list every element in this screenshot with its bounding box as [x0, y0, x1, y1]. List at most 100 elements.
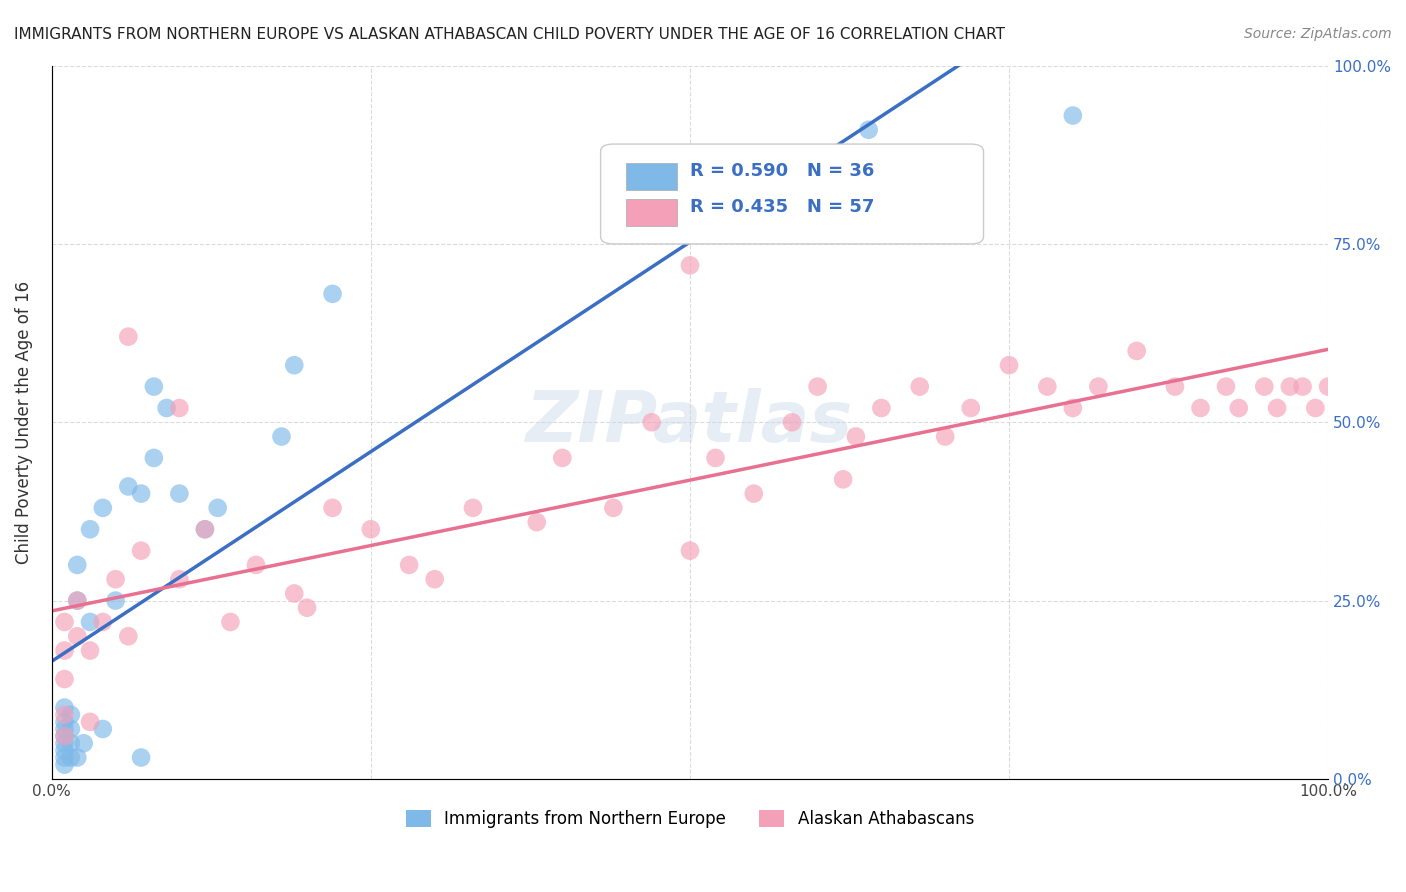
Point — [53, 722, 76, 736]
Point — [53, 729, 76, 743]
Point — [129, 543, 152, 558]
Point — [79, 615, 101, 629]
Point — [832, 186, 855, 201]
Point — [207, 500, 229, 515]
Point — [1305, 401, 1327, 415]
Text: R = 0.590   N = 36: R = 0.590 N = 36 — [690, 162, 875, 180]
Point — [1036, 379, 1059, 393]
Point — [858, 123, 880, 137]
Point — [360, 522, 382, 536]
Point — [59, 750, 82, 764]
Point — [1291, 379, 1313, 393]
Point — [66, 593, 89, 607]
Point — [129, 486, 152, 500]
Point — [270, 429, 292, 443]
Point — [104, 572, 127, 586]
Point — [104, 593, 127, 607]
Text: R = 0.435   N = 57: R = 0.435 N = 57 — [690, 198, 875, 216]
Point — [295, 600, 318, 615]
Legend: Immigrants from Northern Europe, Alaskan Athabascans: Immigrants from Northern Europe, Alaskan… — [399, 804, 981, 835]
Point — [742, 486, 765, 500]
Point — [283, 358, 305, 372]
Point — [169, 572, 191, 586]
Point — [169, 401, 191, 415]
Point — [117, 329, 139, 343]
Point — [423, 572, 446, 586]
Point — [398, 558, 420, 572]
Point — [1253, 379, 1275, 393]
Point — [959, 401, 981, 415]
Point — [66, 629, 89, 643]
Point — [53, 643, 76, 657]
Point — [780, 415, 803, 429]
Point — [53, 672, 76, 686]
Point — [219, 615, 242, 629]
Point — [117, 629, 139, 643]
Point — [73, 736, 96, 750]
Point — [998, 358, 1021, 372]
Point — [142, 379, 165, 393]
FancyBboxPatch shape — [626, 199, 678, 226]
Point — [194, 522, 217, 536]
Point — [169, 486, 191, 500]
Point — [1087, 379, 1109, 393]
Text: IMMIGRANTS FROM NORTHERN EUROPE VS ALASKAN ATHABASCAN CHILD POVERTY UNDER THE AG: IMMIGRANTS FROM NORTHERN EUROPE VS ALASK… — [14, 27, 1005, 42]
Point — [79, 522, 101, 536]
Point — [908, 379, 931, 393]
Point — [526, 515, 548, 529]
Point — [59, 722, 82, 736]
Point — [53, 750, 76, 764]
Point — [704, 450, 727, 465]
Point — [129, 750, 152, 764]
Point — [53, 757, 76, 772]
Point — [1265, 401, 1288, 415]
Point — [66, 750, 89, 764]
Point — [1125, 343, 1147, 358]
Point — [194, 522, 217, 536]
Point — [1227, 401, 1250, 415]
Point — [640, 415, 662, 429]
Point — [156, 401, 179, 415]
Point — [59, 736, 82, 750]
Point — [53, 714, 76, 729]
Point — [1189, 401, 1212, 415]
Point — [322, 286, 344, 301]
Point — [832, 472, 855, 486]
Point — [53, 736, 76, 750]
Point — [1164, 379, 1187, 393]
Point — [53, 729, 76, 743]
Point — [245, 558, 267, 572]
Point — [91, 615, 114, 629]
Point — [53, 707, 76, 722]
Point — [934, 429, 956, 443]
Point — [1062, 401, 1084, 415]
Point — [59, 707, 82, 722]
Point — [1062, 109, 1084, 123]
Text: Source: ZipAtlas.com: Source: ZipAtlas.com — [1244, 27, 1392, 41]
FancyBboxPatch shape — [600, 145, 984, 244]
Point — [66, 593, 89, 607]
Point — [117, 479, 139, 493]
Point — [679, 258, 702, 272]
Point — [1317, 379, 1340, 393]
FancyBboxPatch shape — [626, 163, 678, 190]
Text: ZIPatlas: ZIPatlas — [526, 388, 853, 457]
Point — [679, 543, 702, 558]
Point — [91, 500, 114, 515]
Point — [870, 401, 893, 415]
Point — [53, 743, 76, 757]
Point — [79, 714, 101, 729]
Point — [322, 500, 344, 515]
Point — [53, 615, 76, 629]
Point — [845, 429, 868, 443]
Y-axis label: Child Poverty Under the Age of 16: Child Poverty Under the Age of 16 — [15, 281, 32, 564]
Point — [551, 450, 574, 465]
Point — [283, 586, 305, 600]
Point — [461, 500, 484, 515]
Point — [79, 643, 101, 657]
Point — [602, 500, 624, 515]
Point — [66, 558, 89, 572]
Point — [142, 450, 165, 465]
Point — [1215, 379, 1237, 393]
Point — [53, 700, 76, 714]
